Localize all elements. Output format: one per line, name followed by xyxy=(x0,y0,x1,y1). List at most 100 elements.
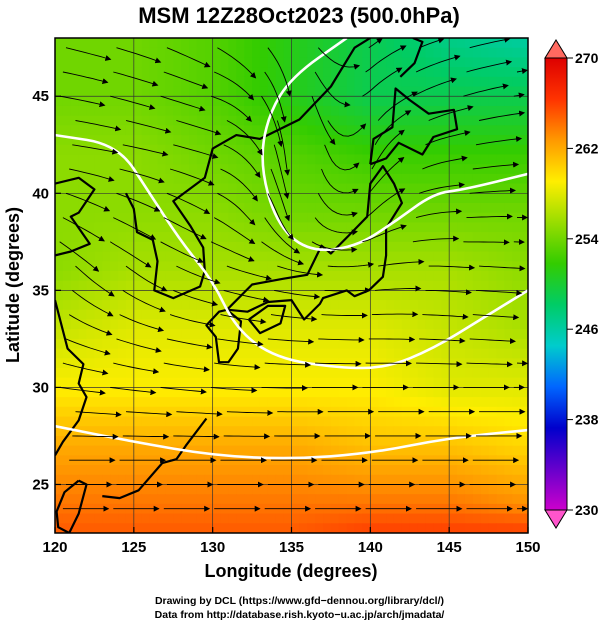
heatmap-cell xyxy=(212,105,222,117)
heatmap-cell xyxy=(55,212,64,224)
heatmap-cell xyxy=(149,426,159,437)
heatmap-cell xyxy=(464,115,474,126)
streamline xyxy=(463,83,509,97)
heatmap-cell xyxy=(378,38,387,49)
heatmap-cell xyxy=(78,232,88,243)
heatmap-cell xyxy=(212,154,222,165)
heatmap-cell xyxy=(267,183,277,194)
heatmap-cell xyxy=(110,183,119,194)
heatmap-cell xyxy=(259,319,269,330)
heatmap-cell xyxy=(362,387,371,398)
heatmap-cell xyxy=(307,96,316,107)
heatmap-cell xyxy=(149,474,159,486)
heatmap-cell xyxy=(464,300,474,311)
streamline xyxy=(415,208,463,219)
heatmap-cell xyxy=(181,513,190,524)
heatmap-cell xyxy=(165,57,174,68)
heatmap-cell xyxy=(110,465,119,476)
heatmap-cell xyxy=(102,96,111,107)
heatmap-cell xyxy=(267,426,277,437)
heatmap-cell xyxy=(433,387,442,398)
streamline xyxy=(125,265,168,292)
heatmap-cell xyxy=(110,368,119,379)
heatmap-cell xyxy=(110,406,119,418)
streamline xyxy=(314,71,351,108)
heatmap-cell xyxy=(275,445,285,456)
heatmap-cell xyxy=(401,280,411,291)
heatmap-cell xyxy=(504,387,513,398)
heatmap-cell xyxy=(362,164,371,175)
heatmap-cell xyxy=(275,358,285,369)
heatmap-cell xyxy=(212,183,222,194)
heatmap-cell xyxy=(165,135,174,146)
heatmap-cell xyxy=(496,494,505,505)
heatmap-cell xyxy=(275,387,285,398)
heatmap-cell xyxy=(125,513,135,524)
heatmap-cell xyxy=(409,445,419,456)
heatmap-cell xyxy=(338,251,348,262)
heatmap-cell xyxy=(236,144,245,156)
heatmap-cell xyxy=(299,173,308,185)
heatmap-cell xyxy=(315,251,324,262)
heatmap-cell xyxy=(504,164,513,175)
heatmap-cell xyxy=(472,96,482,107)
heatmap-cell xyxy=(181,144,190,156)
streamline xyxy=(469,38,511,49)
heatmap-cell xyxy=(149,358,159,369)
heatmap-cell xyxy=(417,445,427,456)
heatmap-cell xyxy=(480,465,490,476)
heatmap-cell xyxy=(252,465,261,476)
heatmap-cell xyxy=(196,183,206,194)
heatmap-cell xyxy=(133,290,143,301)
heatmap-cell xyxy=(118,387,127,398)
heatmap-cell xyxy=(55,445,64,456)
heatmap-cell xyxy=(196,397,206,408)
heatmap-cell xyxy=(378,173,387,185)
heatmap-cell xyxy=(228,164,237,175)
heatmap-cell xyxy=(236,135,245,146)
heatmap-cell xyxy=(102,309,111,321)
heatmap-cell xyxy=(55,135,64,146)
heatmap-cell xyxy=(362,523,371,533)
heatmap-cell xyxy=(480,329,490,340)
streamline xyxy=(226,409,274,416)
heatmap-cell xyxy=(378,513,387,524)
streamline xyxy=(59,241,100,272)
heatmap-cell xyxy=(78,154,88,165)
heatmap-cell xyxy=(417,125,427,136)
heatmap-cell xyxy=(157,300,166,311)
heatmap-cell xyxy=(378,144,387,156)
heatmap-cell xyxy=(118,76,127,88)
heatmap-cell xyxy=(496,474,505,486)
heatmap-cell xyxy=(125,484,135,495)
heatmap-cell xyxy=(133,154,143,165)
heatmap-cell xyxy=(157,144,166,156)
streamline xyxy=(160,386,207,395)
heatmap-cell xyxy=(189,474,198,486)
heatmap-cell xyxy=(315,270,324,282)
heatmap-cell xyxy=(236,115,245,126)
heatmap-cell xyxy=(354,251,364,262)
heatmap-cell xyxy=(212,261,222,272)
heatmap-cell xyxy=(457,96,466,107)
heatmap-cell xyxy=(330,416,340,427)
heatmap-cell xyxy=(220,484,230,495)
heatmap-cell xyxy=(464,232,474,243)
heatmap-cell xyxy=(472,338,482,350)
heatmap-cell xyxy=(236,435,245,447)
heatmap-cell xyxy=(78,300,88,311)
streamline xyxy=(469,338,516,345)
heatmap-cell xyxy=(228,484,237,495)
heatmap-cell xyxy=(401,523,411,533)
heatmap-cell xyxy=(504,319,513,330)
heatmap-cell xyxy=(472,397,482,408)
heatmap-cell xyxy=(149,435,159,447)
heatmap-cell xyxy=(86,358,96,369)
heatmap-cell xyxy=(267,474,277,486)
heatmap-cell xyxy=(425,300,434,311)
heatmap-cell xyxy=(307,523,316,533)
heatmap-cell xyxy=(189,222,198,233)
heatmap-cell xyxy=(472,144,482,156)
heatmap-cell xyxy=(401,105,411,117)
heatmap-cell xyxy=(362,397,371,408)
